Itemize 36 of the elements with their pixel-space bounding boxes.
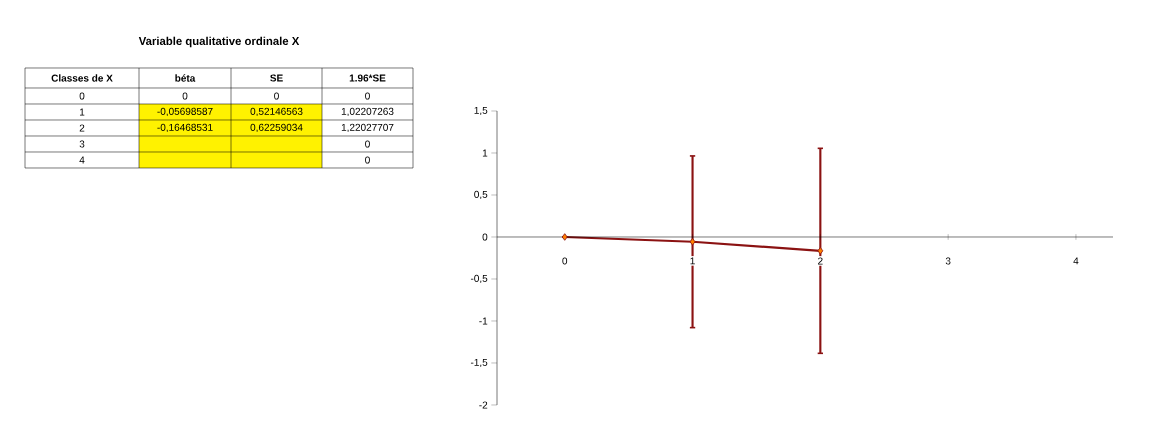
text: 1.96*SE — [349, 74, 386, 82]
y-tick-label: -2 — [479, 401, 488, 409]
y-tick-label: -0,5 — [470, 274, 488, 284]
x-tick-label: 2 — [818, 257, 823, 265]
text: 0 — [79, 92, 85, 100]
text: 1,02207263 — [341, 107, 394, 117]
text: 0 — [365, 92, 370, 100]
text: 0 — [365, 140, 370, 148]
text: 0,62259034 — [250, 123, 303, 133]
text: 0 — [182, 92, 188, 100]
text: 0,52146563 — [250, 107, 303, 117]
text: 4 — [79, 156, 85, 164]
text: SE — [270, 74, 283, 82]
y-tick-label: -1,5 — [470, 358, 488, 368]
text: béta — [175, 74, 196, 82]
point — [817, 247, 824, 255]
text: 0 — [365, 156, 370, 164]
text: 0 — [274, 92, 279, 100]
y-tick-label: 0,5 — [474, 190, 488, 200]
text: 3 — [79, 140, 85, 148]
text: -0,05698587 — [157, 107, 213, 117]
text: 1,22027707 — [341, 123, 394, 133]
y-tick-label: 1 — [482, 149, 488, 157]
text: 1 — [79, 108, 85, 116]
x-tick-label: 4 — [1073, 257, 1079, 265]
y-tick-label: 1,5 — [474, 106, 488, 116]
point — [689, 238, 696, 246]
x-tick-label: 0 — [562, 257, 568, 265]
text: Classes de X — [51, 74, 113, 82]
x-tick-label: 3 — [945, 257, 951, 265]
x-tick-label: 1 — [690, 257, 695, 265]
y-tick-label: 0 — [482, 233, 488, 241]
text: Variable qualitative ordinale X — [138, 36, 300, 48]
text: 2 — [79, 124, 85, 132]
text: -0,16468531 — [157, 123, 213, 133]
y-tick-label: -1 — [479, 317, 488, 325]
